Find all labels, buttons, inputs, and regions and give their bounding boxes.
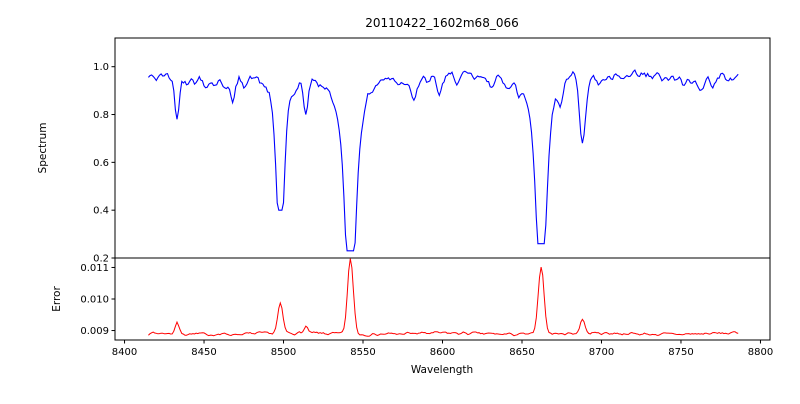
x-tick-label: 8500: [271, 347, 296, 358]
x-tick-label: 8650: [509, 347, 534, 358]
spectrum-y-tick-label: 0.4: [93, 206, 109, 217]
x-tick-label: 8450: [191, 347, 216, 358]
spectrum-y-axis-label: Spectrum: [37, 123, 49, 174]
error-line: [148, 258, 739, 337]
x-tick-label: 8700: [589, 347, 614, 358]
error-axes-border: [114, 257, 771, 341]
spectrum-y-tick-label: 0.8: [93, 110, 109, 121]
error-y-tick-label: 0.011: [80, 263, 109, 274]
x-tick-label: 8750: [668, 347, 693, 358]
error-y-tick-label: 0.010: [80, 295, 109, 306]
x-tick-label: 8800: [748, 347, 773, 358]
spectrum-y-tick-label: 0.6: [93, 158, 109, 169]
x-axis-label: Wavelength: [411, 364, 473, 376]
plot-content: 0.2 0.4 0.6 0.8 1.0 0.009 0.010 0.011 8400 8450 85…: [80, 37, 773, 358]
spectrum-y-tick-label: 0.2: [93, 254, 109, 265]
x-tick-label: 8550: [350, 347, 375, 358]
error-y-tick-label: 0.009: [80, 326, 109, 337]
x-tick-label: 8400: [112, 347, 137, 358]
spectrum-axes-border: [114, 37, 771, 259]
x-tick-label: 8600: [430, 347, 455, 358]
spectrum-y-tick-label: 1.0: [93, 62, 109, 73]
error-y-axis-label: Error: [51, 286, 63, 312]
plot-title: 20110422_1602m68_066: [365, 16, 518, 30]
spectrum-line: [147, 69, 739, 252]
